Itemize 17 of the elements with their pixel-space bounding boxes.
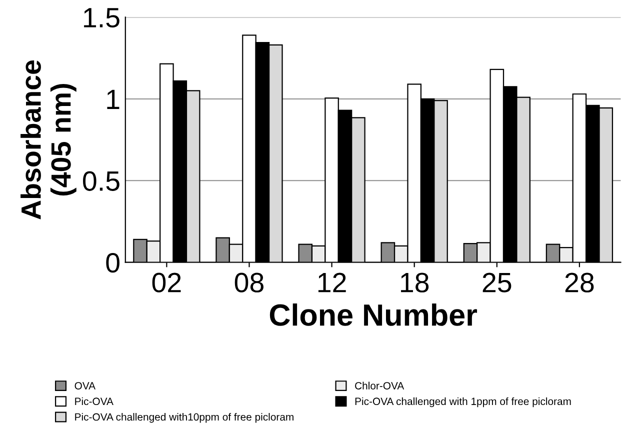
legend-label: Pic-OVA challenged with10ppm of free picloram	[75, 413, 294, 423]
x-tick-label: 12	[318, 272, 346, 292]
y-tick-label: 1.5	[84, 8, 120, 28]
legend-label: OVA	[74, 382, 96, 390]
y-axis-title: Absorbance (405 nm)	[20, 60, 76, 220]
x-tick-label: 08	[234, 272, 264, 292]
legend-label: Pic-OVA	[75, 397, 114, 406]
x-tick-label: 02	[152, 272, 181, 292]
y-tick-label: 1	[107, 90, 120, 109]
x-axis-title: Clone Number	[270, 303, 478, 326]
y-tick-label: 0	[106, 252, 120, 273]
legend-label: Pic-OVA challenged with 1ppm of free picloram	[355, 397, 571, 408]
x-tick-label: 25	[482, 272, 512, 292]
x-tick-label: 28	[565, 272, 594, 292]
x-tick-label: 18	[401, 272, 429, 292]
legend-label: Chlor-OVA	[355, 382, 404, 390]
y-tick-label: 0.5	[83, 171, 120, 191]
